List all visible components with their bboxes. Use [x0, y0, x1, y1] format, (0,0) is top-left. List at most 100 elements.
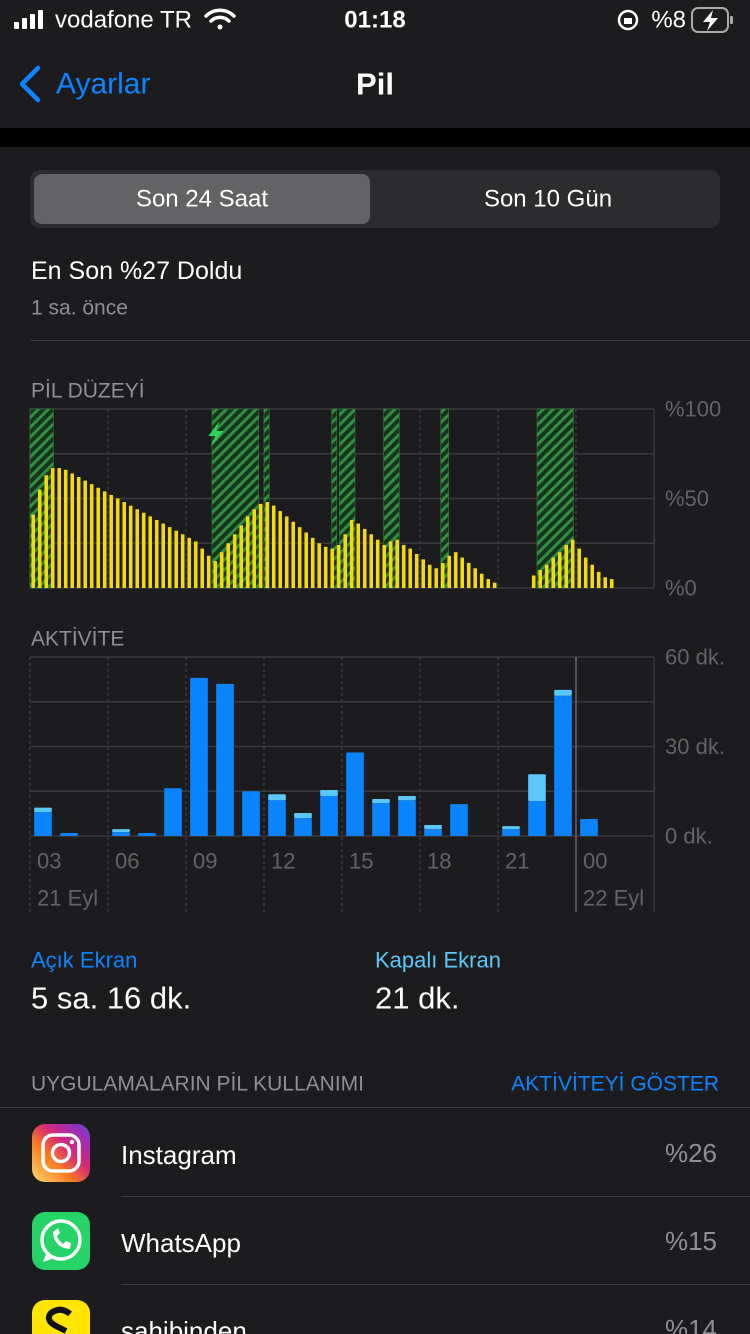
segment[interactable]: Son 24 Saat [136, 186, 268, 213]
battery-bar [609, 579, 614, 588]
screen-on-total: 5 sa. 16 dk. [31, 981, 191, 1016]
battery-icon [691, 7, 733, 33]
icon-glyph [41, 1133, 81, 1173]
battery-bar [63, 469, 68, 588]
signal-bar [30, 14, 35, 29]
activity-bar [34, 807, 52, 813]
back-button[interactable]: Ayarlar [56, 68, 150, 101]
battery-bar [473, 568, 478, 588]
battery-chart: %0 %50 %100 [29, 397, 721, 601]
activity-bar [346, 752, 364, 836]
battery-bar [122, 502, 127, 588]
battery-bar [187, 537, 192, 588]
activity-bar [34, 812, 52, 836]
battery-bar [434, 568, 439, 588]
activity-bar [320, 790, 338, 797]
x-tick-label: 18 [427, 849, 451, 874]
app-row[interactable]: WhatsApp %15 [32, 1212, 717, 1270]
y-tick-label: %0 [665, 576, 697, 601]
battery-bar [453, 552, 458, 588]
battery-bar [310, 537, 315, 588]
date-label: 22 Eyl [583, 886, 644, 911]
battery-bar [414, 553, 419, 588]
battery-bar [50, 468, 55, 588]
battery-bar [115, 498, 120, 588]
app-row[interactable]: sahibinden %14 [32, 1300, 717, 1334]
chart-title: AKTİVİTE [31, 628, 124, 651]
battery-bar [362, 528, 367, 588]
battery-bar [304, 532, 309, 588]
battery-bar [161, 523, 166, 588]
back-chevron[interactable] [19, 65, 41, 103]
battery-bar [57, 468, 62, 588]
battery-bar [193, 541, 198, 588]
screen-off-total: 21 dk. [375, 981, 459, 1016]
battery-bar [239, 525, 244, 588]
activity-bar [60, 833, 78, 836]
show-activity-link[interactable]: AKTİVİTEYİ GÖSTER [511, 1073, 719, 1096]
activity-bar [372, 799, 390, 804]
battery-bar [388, 541, 393, 588]
battery-bar [37, 489, 42, 588]
activity-bar [268, 794, 286, 801]
battery-bar [577, 548, 582, 588]
battery-bar [564, 545, 569, 588]
separator [0, 1107, 750, 1108]
x-tick-label: 21 [505, 849, 529, 874]
activity-bar [502, 826, 520, 830]
app-row[interactable]: Instagram %26 [32, 1124, 717, 1182]
icon-glyph [53, 1228, 71, 1249]
segment-selected[interactable] [34, 174, 370, 224]
battery-bar [291, 521, 296, 588]
activity-bar [398, 800, 416, 836]
battery-bar [330, 548, 335, 588]
battery-bar [421, 559, 426, 588]
activity-bar [294, 818, 312, 836]
signal-bar [14, 22, 19, 29]
battery-bar [167, 527, 172, 588]
activity-bar [398, 796, 416, 801]
battery-bar [323, 546, 328, 588]
charging-region [331, 408, 338, 589]
activity-bar [372, 803, 390, 836]
app-name: Instagram [121, 1140, 237, 1170]
battery-bar [96, 487, 101, 588]
activity-bar [580, 818, 598, 836]
battery-bar [226, 543, 231, 588]
battery-bar [89, 484, 94, 588]
battery-bar [538, 570, 543, 588]
y-tick-label: %50 [665, 486, 709, 511]
battery-bar [375, 539, 380, 588]
activity-bar [294, 813, 312, 819]
chart-title: PİL DÜZEYİ [31, 380, 145, 403]
segment[interactable]: Son 10 Gün [484, 186, 612, 213]
activity-bar [190, 677, 208, 836]
battery-bar [174, 530, 179, 588]
battery-bar [408, 548, 413, 588]
icon-glyph [43, 1254, 52, 1262]
activity-bar [112, 832, 130, 836]
status-bar: vodafone TR 01:18 %8 [14, 7, 733, 34]
battery-bar [252, 509, 257, 588]
battery-bar [109, 494, 114, 588]
battery-bar [336, 545, 341, 588]
battery-percent: %8 [651, 7, 686, 34]
battery-bar [479, 573, 484, 588]
battery-bar [219, 552, 224, 588]
battery-bar [343, 534, 348, 588]
battery-bar [180, 534, 185, 588]
battery-bar [102, 491, 107, 588]
battery-bar [128, 505, 133, 588]
battery-bar [492, 582, 497, 588]
battery-bar [401, 545, 406, 588]
battery-bar [265, 502, 270, 588]
x-tick-label: 00 [583, 849, 607, 874]
battery-bar [206, 555, 211, 588]
nav-divider [0, 128, 750, 147]
battery-bar [258, 503, 263, 588]
battery-bar [460, 557, 465, 588]
section-header: UYGULAMALARIN PİL KULLANIMI [31, 1073, 364, 1096]
activity-bar [554, 689, 572, 696]
x-tick-label: 15 [349, 849, 373, 874]
y-tick-label: 30 dk. [665, 734, 725, 759]
